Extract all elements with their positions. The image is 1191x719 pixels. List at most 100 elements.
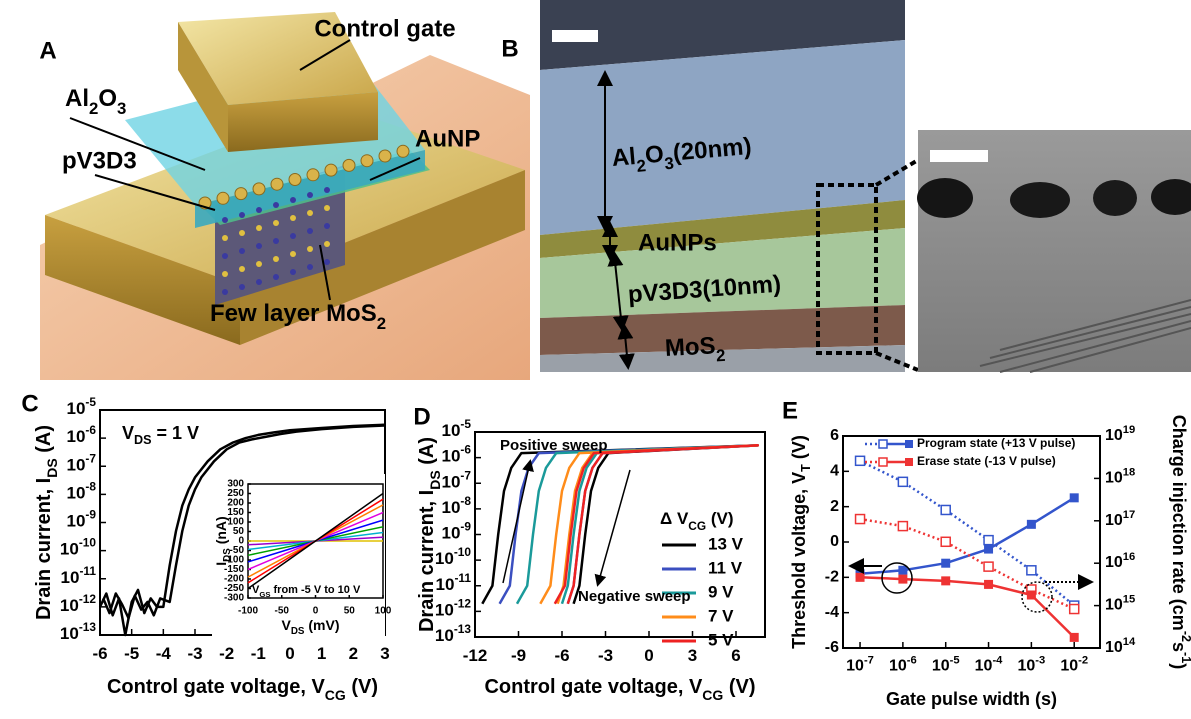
mos2-atom [290, 197, 296, 203]
nanoparticle [1010, 182, 1070, 218]
nanoparticle [1093, 180, 1137, 216]
control-gate-front [228, 92, 378, 152]
x-tick-label: 6 [731, 646, 740, 665]
y-tick-label: 250 [227, 488, 244, 499]
legend-swatch [878, 457, 888, 467]
text-part: 10 [1105, 512, 1123, 529]
x-tick-label: -100 [238, 606, 258, 617]
x-tick-label: 10-4 [975, 654, 1004, 674]
text-part: 15 [1123, 594, 1135, 606]
y2-tick-label: 1018 [1105, 466, 1135, 486]
text-part: Threshold voltage, V [789, 472, 809, 649]
series-line [859, 496, 1075, 576]
y-tick-label: 4 [830, 463, 839, 480]
text-part: Drain current, I [416, 490, 438, 632]
text-part: 10 [1105, 639, 1123, 656]
series-line [247, 492, 384, 590]
mos2-atom [273, 256, 279, 262]
source-drain-front [45, 215, 240, 345]
text-part: 10 [436, 575, 455, 594]
control-gate-side [178, 22, 228, 152]
gold-nanoparticle [342, 158, 356, 172]
label: MoS2 [664, 332, 726, 368]
text-part: 2 [716, 346, 726, 365]
y-tick-label: 50 [233, 526, 245, 537]
inset-bg [212, 474, 385, 636]
device-illustration: Control gate Al2O3 AuNP pV3D3 Few layer … [35, 0, 530, 380]
x-tick-label: 3 [688, 646, 697, 665]
label: Control gate [314, 15, 455, 42]
y-tick-label: 10-8 [67, 480, 97, 503]
legend-swatch [905, 440, 913, 448]
text-part: -1 [1179, 652, 1191, 663]
y2-tick-label: 1014 [1105, 636, 1136, 656]
rate-marker [983, 561, 994, 572]
text-part: -10 [454, 545, 472, 559]
rate-marker [1026, 565, 1037, 576]
text-part: 3 [117, 99, 126, 118]
text-part: -7 [460, 468, 471, 482]
x-tick-label: 0 [313, 606, 319, 617]
y-tick-label: 10-12 [60, 592, 96, 615]
text-part: 10 [932, 658, 950, 675]
rate-marker [854, 455, 866, 467]
gold-nanoparticle [234, 187, 248, 201]
y-tick-label: 10-6 [67, 423, 97, 446]
y-tick-label: 100 [227, 517, 244, 528]
y2-tick-label: 1015 [1105, 594, 1135, 614]
y-tick-label: 10-13 [60, 620, 96, 643]
y-tick-label: -200 [224, 574, 244, 585]
y-tick-label: 0 [238, 536, 244, 547]
y-tick-label: 10-5 [442, 417, 472, 440]
x-axis-label: Gate pulse width (s) [886, 689, 1057, 709]
text-part: 10 [67, 512, 86, 531]
source-drain-side [240, 170, 525, 345]
x-tick-label: -6 [92, 644, 107, 663]
zoom-image [918, 130, 1191, 372]
layer-top [540, 0, 905, 70]
mos2-atom [324, 205, 330, 211]
text-part: (V) [723, 676, 755, 698]
text-part: -2 [1078, 654, 1088, 666]
text-part: 10 [1105, 470, 1123, 487]
al2o3-front [195, 150, 425, 228]
y-tick-label: 10-5 [67, 395, 97, 418]
x-axis-label: Control gate voltage, VCG (V) [107, 676, 378, 702]
annotation: Negative sweep [578, 588, 691, 605]
text-part: -6 [907, 654, 917, 666]
nanoparticle [1151, 179, 1191, 215]
legend-swatch [905, 458, 913, 466]
mos2-atom [324, 187, 330, 193]
text-part: CG [325, 687, 346, 703]
y-tick-label: -2 [825, 569, 839, 586]
text-part: V [282, 617, 292, 633]
text-part: DS [222, 548, 233, 562]
series-marker [941, 558, 951, 568]
mos2-atom [222, 271, 228, 277]
text-part: 19 [1123, 424, 1135, 436]
text-part: Al [65, 85, 89, 112]
text-part: -13 [79, 620, 97, 634]
y-tick-label: 10-9 [442, 520, 472, 543]
text-part: -11 [454, 571, 471, 585]
text-part: 10 [435, 626, 454, 645]
x-tick-label: -5 [124, 644, 139, 663]
thickness-arrows [597, 70, 635, 370]
text-part: 10 [975, 658, 993, 675]
legend-label: 7 V [708, 606, 734, 625]
legend-label: 13 V [708, 534, 744, 553]
x-tick-label: -9 [511, 646, 526, 665]
gold-nanoparticle [216, 191, 230, 205]
zoom-box [816, 183, 878, 355]
text-part: -12 [454, 597, 472, 611]
text-part: 10 [1105, 597, 1123, 614]
mos2-atom [222, 253, 228, 259]
x-tick-label: -3 [598, 646, 613, 665]
x-tick-label: -6 [554, 646, 569, 665]
text-part: O [644, 141, 665, 170]
y-tick-label: -300 [224, 593, 244, 604]
text-part: -11 [79, 564, 96, 578]
series-marker [1069, 632, 1079, 642]
text-part: O [98, 85, 117, 112]
text-part: 10 [442, 421, 461, 440]
